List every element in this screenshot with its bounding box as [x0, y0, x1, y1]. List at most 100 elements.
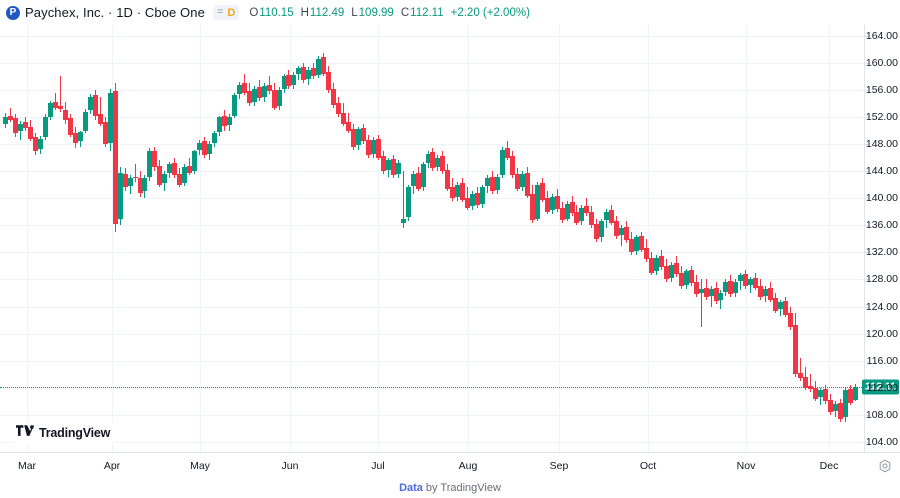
candle-body [122, 173, 128, 188]
candle-body [554, 195, 560, 210]
price-tick-label: 104.00 [865, 436, 898, 448]
candle-body [534, 184, 540, 219]
candle-body [152, 150, 158, 168]
chart-footer: Data by TradingView [0, 478, 900, 498]
candle-body [192, 150, 198, 172]
gridline [0, 90, 864, 91]
candle-body [455, 184, 461, 197]
time-axis[interactable]: Mar Apr May Jun Jul Aug Sep Oct Nov Dec [0, 452, 900, 478]
candle-body [28, 126, 34, 139]
tradingview-logo-icon [16, 424, 34, 442]
candle-body [599, 221, 605, 238]
candle-body [693, 282, 699, 295]
price-tick-label: 140.00 [865, 192, 898, 204]
candle-body [847, 389, 853, 403]
price-tick-label: 148.00 [865, 138, 898, 150]
candle-body [584, 206, 590, 214]
data-link[interactable]: Data [399, 482, 423, 494]
interval-dash-icon: = [216, 6, 224, 18]
price-tick-dash [865, 442, 869, 443]
candle-body [127, 177, 133, 187]
candle-body [594, 223, 600, 239]
candle-body [629, 238, 635, 253]
candle-body [102, 122, 108, 145]
gridline [0, 415, 864, 416]
candle-body [207, 144, 213, 154]
time-tick-label: Apr [103, 460, 121, 472]
candle-body [817, 390, 823, 398]
price-tick-label: 144.00 [865, 165, 898, 177]
tradingview-watermark[interactable]: TradingView [8, 422, 121, 444]
candle-body [385, 160, 391, 170]
gridline [0, 307, 864, 308]
ohlc-value: 109.99 [358, 6, 394, 19]
interval-value: D [227, 6, 236, 19]
candle-body [271, 89, 277, 108]
candle-body [822, 389, 828, 402]
candle-body [87, 96, 93, 111]
candle-body [63, 110, 69, 120]
candle-body [504, 148, 510, 158]
interval-badge[interactable]: = D [212, 5, 240, 20]
candle-body [281, 76, 287, 89]
symbol-title[interactable]: Paychex, Inc. · 1D · Cboe One [25, 5, 205, 20]
candle-body [251, 88, 257, 103]
ohlc-value: 110.15 [259, 6, 294, 19]
ohlc-value: 112.11 [410, 6, 444, 19]
gridline [0, 361, 864, 362]
candle-body [291, 75, 297, 85]
price-tick-label: 156.00 [865, 84, 898, 96]
candle-body [92, 95, 98, 116]
ohlc-legend: O 110.15 H 112.49 L 109.99 C 112.11 +2.20 (+2.00… [249, 7, 530, 19]
candle-body [728, 280, 734, 295]
gridline [0, 279, 864, 280]
candle-body [82, 111, 88, 131]
candle-body [420, 164, 426, 188]
candle-body [678, 272, 684, 287]
symbol-logo-icon: P [6, 5, 20, 20]
gridline [0, 63, 864, 64]
candle-body [390, 158, 396, 176]
price-tick-dash [865, 388, 869, 389]
candle-wick [55, 92, 57, 111]
candle-body [311, 68, 317, 77]
candle-body [241, 83, 247, 93]
candle-body [216, 117, 222, 132]
candle-body [703, 287, 709, 298]
candle-body [634, 237, 640, 252]
candle-body [261, 85, 267, 97]
candle-wick [134, 164, 136, 182]
price-axis[interactable]: 112.11 164.00 160.00 156.00 152.00 148.00 144… [862, 25, 900, 452]
candle-body [549, 196, 555, 211]
candle-body [72, 133, 78, 143]
candle-body [107, 92, 113, 143]
candle-wick [10, 107, 12, 123]
time-tick-label: Sep [549, 460, 569, 472]
candle-body [763, 288, 769, 296]
ohlc-label: O [249, 6, 259, 19]
chart-plot-area[interactable] [0, 25, 864, 452]
candle-body [619, 228, 625, 235]
candle-body [43, 117, 49, 138]
watermark-label: TradingView [39, 426, 111, 440]
gridline-vertical [559, 25, 560, 452]
candle-body [644, 248, 649, 260]
candle-body [365, 140, 371, 155]
candle-body [142, 177, 148, 192]
candle-body [435, 157, 441, 168]
ohlc-label: L [351, 6, 358, 19]
candle-body [276, 89, 282, 107]
candle-body [783, 301, 789, 315]
candle-wick [60, 76, 62, 112]
chart-settings-icon[interactable] [878, 459, 892, 478]
candle-body [668, 264, 674, 279]
candle-body [773, 298, 779, 311]
ohlc-label: H [300, 6, 309, 19]
candle-body [197, 142, 203, 150]
candle-body [351, 129, 357, 147]
candle-body [778, 302, 784, 310]
time-tick-label: May [190, 460, 210, 472]
price-tick-dash [865, 225, 869, 226]
gridline [0, 117, 864, 118]
